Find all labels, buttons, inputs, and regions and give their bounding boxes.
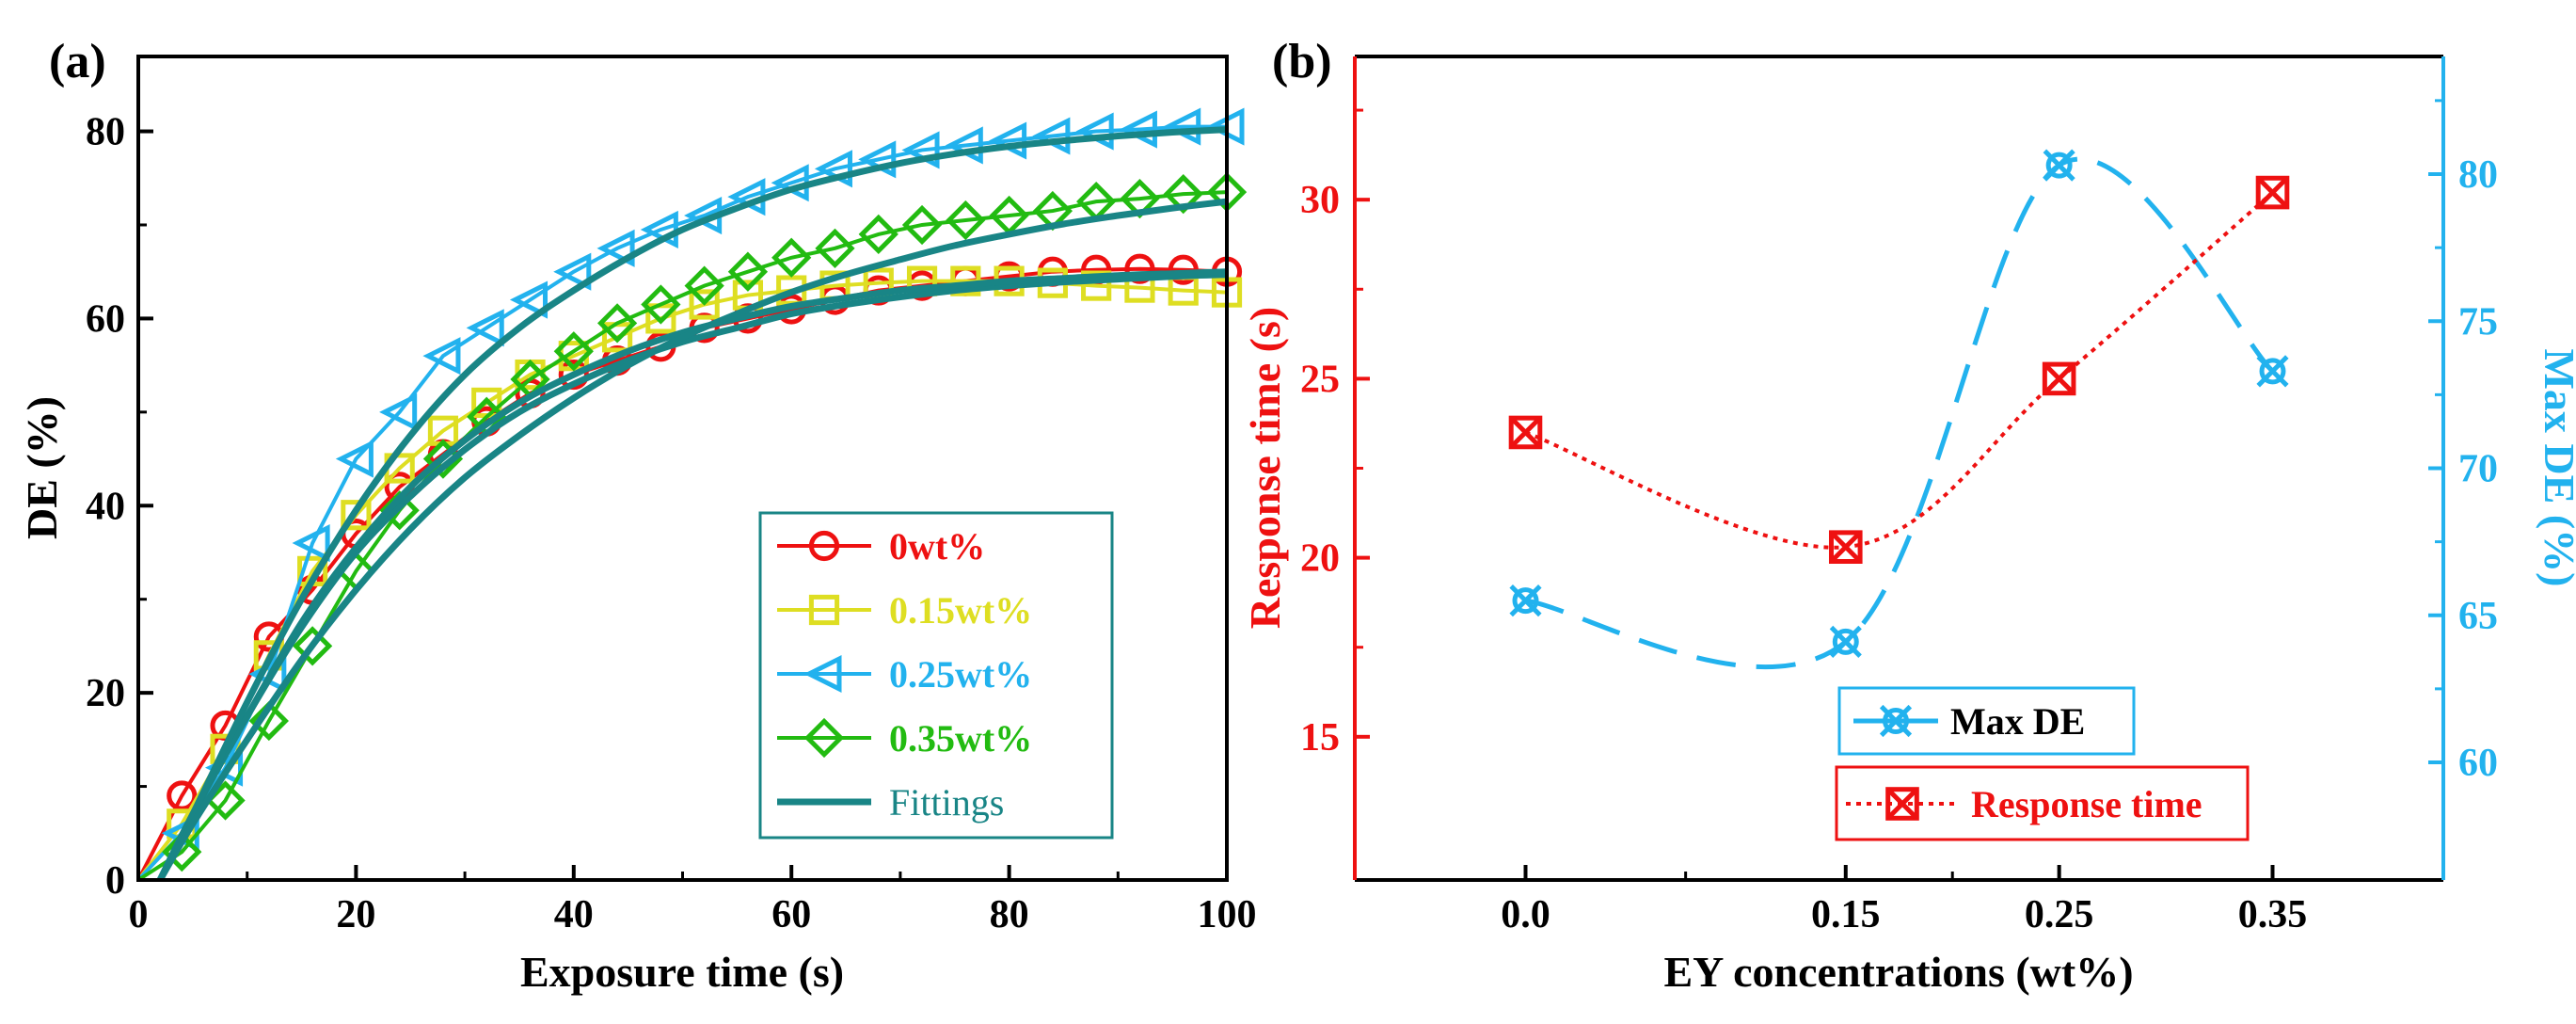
data-point-response-time (1828, 530, 1863, 564)
data-point-0wt% (1124, 253, 1155, 284)
y-axis-label-a: DE (%) (18, 396, 66, 539)
data-point-0.35wt% (771, 237, 812, 278)
data-point-0wt% (167, 780, 198, 811)
data-point-0.35wt% (641, 284, 681, 325)
response-time-curve (1524, 191, 2274, 550)
legend-label-max-de: Max DE (1950, 700, 2085, 743)
data-point-response-time (1508, 415, 1543, 450)
data-point-0.25wt% (292, 524, 330, 563)
data-point-max-de (2043, 149, 2075, 182)
fitting-curve (156, 126, 1228, 882)
y-right-tick-label-b: 65 (2458, 595, 2498, 638)
data-point-0.25wt% (335, 440, 374, 478)
plot-a-frame (136, 55, 1229, 882)
data-point-0.25wt% (509, 280, 549, 319)
y-tick-label-a: 0 (105, 859, 125, 903)
data-point-0.35wt% (379, 490, 420, 531)
y-left-tick-label-b: 25 (1300, 358, 1340, 401)
data-point-0.25wt% (553, 252, 592, 291)
x-tick-label-b: 0.15 (1811, 893, 1881, 936)
data-point-response-time (2255, 175, 2290, 210)
data-point-0.25wt% (379, 392, 418, 431)
legend-marker-0wt% (808, 530, 840, 562)
fitting-curve (157, 198, 1228, 882)
y-right-tick-label-b: 75 (2458, 300, 2498, 344)
legend-marker-0.15wt% (808, 594, 840, 626)
y-right-tick-label-b: 60 (2458, 742, 2498, 785)
x-tick-label-a: 0 (129, 893, 149, 936)
data-point-0.15wt% (689, 289, 720, 320)
legend-label-0.35wt%: 0.35wt% (889, 717, 1032, 760)
x-axis-label-b: EY concentrations (wt%) (1663, 948, 2133, 996)
legend-label-0.15wt%: 0.15wt% (889, 589, 1032, 632)
y-left-tick-label-b: 20 (1300, 537, 1340, 581)
data-point-0.25wt% (596, 229, 635, 267)
x-tick-label-a: 20 (336, 893, 375, 936)
y-tick-label-a: 60 (86, 297, 125, 341)
legend-b-response-frame (1835, 765, 2250, 841)
data-point-0.35wt% (858, 214, 898, 255)
y-tick-label-a: 80 (86, 111, 125, 154)
data-point-0.35wt% (684, 265, 724, 306)
y-tick-label-a: 40 (86, 485, 125, 528)
data-point-0.35wt% (553, 331, 594, 372)
data-point-0.35wt% (162, 832, 202, 872)
data-point-0.35wt% (1163, 174, 1203, 215)
legend-label-fittings: Fittings (889, 781, 1004, 824)
panel-a-chart: (a) 0 20 40 60 80 100 0 20 40 60 80 Exposure time … (18, 35, 1257, 996)
x-tick-label-b: 0.25 (2025, 893, 2094, 936)
data-point-0.35wt% (727, 251, 769, 292)
panel-b-label: (b) (1272, 35, 1332, 88)
data-point-response-time (2042, 361, 2076, 396)
data-point-0.35wt% (248, 700, 289, 742)
y-right-tick-label-b: 70 (2458, 448, 2498, 491)
legend-marker-max-de (1879, 704, 1913, 738)
fittings-layer (156, 126, 1228, 882)
legend-label-0.25wt%: 0.25wt% (889, 653, 1032, 696)
panel-a-label: (a) (49, 35, 106, 88)
data-point-0.25wt% (422, 337, 461, 376)
data-point-max-de (1829, 625, 1862, 658)
y-right-tick-label-b: 80 (2458, 153, 2498, 197)
data-point-max-de (1509, 584, 1542, 617)
data-point-0.35wt% (815, 228, 855, 268)
x-axis-label-a: Exposure time (s) (520, 948, 844, 996)
legend-label-response-time: Response time (1971, 783, 2202, 825)
legend-a: 0wt% 0.15wt% 0.25wt% 0.35wt% Fittings (758, 511, 1114, 840)
max-de-curve (1525, 156, 2275, 670)
x-tick-label-a: 60 (771, 893, 811, 936)
series-line-0.25wt% (136, 124, 1227, 882)
data-point-0.15wt% (1081, 270, 1112, 301)
legend-marker-response-time (1885, 787, 1919, 821)
data-point-max-de (2256, 355, 2289, 388)
legend-b: Max DE Response time (1835, 686, 2250, 841)
legend-label-0wt%: 0wt% (889, 525, 985, 568)
x-tick-label-b: 0.0 (1501, 893, 1550, 936)
y-axis-label-right-b: Max DE (%) (2536, 349, 2576, 587)
x-tick-label-a: 100 (1198, 893, 1257, 936)
x-tick-label-a: 40 (554, 893, 594, 936)
legend-marker-0.25wt% (803, 654, 842, 694)
x-tick-label-b: 0.35 (2238, 893, 2308, 936)
data-point-0.35wt% (596, 303, 638, 344)
y-left-tick-label-b: 15 (1300, 716, 1340, 760)
data-point-0.35wt% (901, 204, 943, 246)
data-point-0.25wt% (466, 309, 504, 347)
y-left-tick-label-b: 30 (1300, 179, 1340, 222)
data-point-0.35wt% (422, 439, 464, 479)
y-tick-label-a: 20 (86, 672, 125, 715)
panel-b-chart: (b) 0.0 0.15 0.25 0.35 15 20 25 30 60 65 70 75 80 EY… (1241, 35, 2576, 996)
fitting-curve (156, 268, 1228, 882)
legend-marker-0.35wt% (803, 717, 845, 759)
data-point-0.35wt% (946, 200, 986, 241)
data-point-0.15wt% (341, 500, 372, 531)
data-point-0.35wt% (292, 626, 333, 666)
y-axis-label-left-b: Response time (s) (1241, 307, 1289, 629)
x-tick-label-a: 80 (990, 893, 1029, 936)
